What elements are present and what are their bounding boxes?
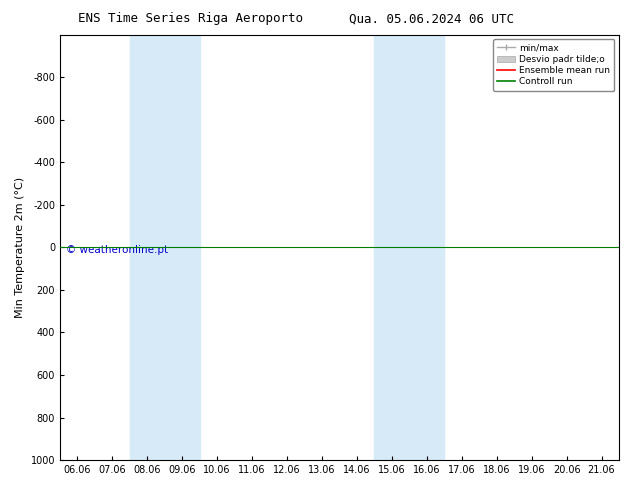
Text: © weatheronline.pt: © weatheronline.pt bbox=[65, 245, 167, 255]
Text: Qua. 05.06.2024 06 UTC: Qua. 05.06.2024 06 UTC bbox=[349, 12, 514, 25]
Bar bbox=[375, 35, 444, 460]
Text: ENS Time Series Riga Aeroporto: ENS Time Series Riga Aeroporto bbox=[78, 12, 302, 25]
Y-axis label: Min Temperature 2m (°C): Min Temperature 2m (°C) bbox=[15, 177, 25, 318]
Bar bbox=[130, 35, 200, 460]
Legend: min/max, Desvio padr tilde;o, Ensemble mean run, Controll run: min/max, Desvio padr tilde;o, Ensemble m… bbox=[493, 39, 614, 91]
